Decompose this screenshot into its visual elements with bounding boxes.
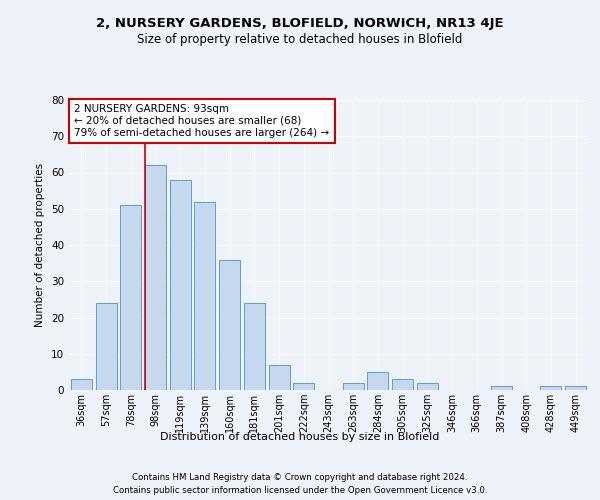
Bar xyxy=(145,165,166,390)
Bar xyxy=(417,383,438,390)
Bar xyxy=(367,372,388,390)
Text: 2, NURSERY GARDENS, BLOFIELD, NORWICH, NR13 4JE: 2, NURSERY GARDENS, BLOFIELD, NORWICH, N… xyxy=(96,18,504,30)
Bar xyxy=(95,303,116,390)
Text: Contains HM Land Registry data © Crown copyright and database right 2024.: Contains HM Land Registry data © Crown c… xyxy=(132,472,468,482)
Text: 2 NURSERY GARDENS: 93sqm
← 20% of detached houses are smaller (68)
79% of semi-d: 2 NURSERY GARDENS: 93sqm ← 20% of detach… xyxy=(74,104,329,138)
Bar xyxy=(565,386,586,390)
Text: Contains public sector information licensed under the Open Government Licence v3: Contains public sector information licen… xyxy=(113,486,487,495)
Bar xyxy=(244,303,265,390)
Bar xyxy=(170,180,191,390)
Bar xyxy=(120,205,141,390)
Bar xyxy=(491,386,512,390)
Bar xyxy=(71,379,92,390)
Bar xyxy=(219,260,240,390)
Bar xyxy=(392,379,413,390)
Bar xyxy=(269,364,290,390)
Bar xyxy=(293,383,314,390)
Bar xyxy=(194,202,215,390)
Bar xyxy=(541,386,562,390)
Y-axis label: Number of detached properties: Number of detached properties xyxy=(35,163,46,327)
Bar xyxy=(343,383,364,390)
Text: Size of property relative to detached houses in Blofield: Size of property relative to detached ho… xyxy=(137,32,463,46)
Text: Distribution of detached houses by size in Blofield: Distribution of detached houses by size … xyxy=(160,432,440,442)
